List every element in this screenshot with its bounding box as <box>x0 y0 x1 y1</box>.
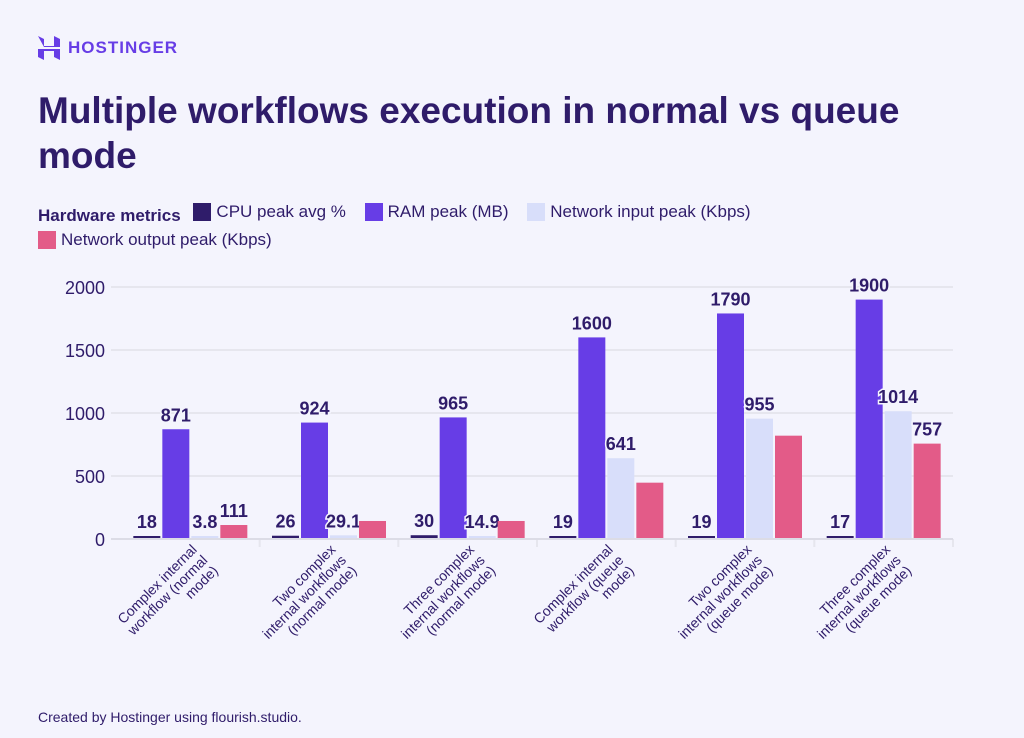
footer-credit: Created by Hostinger using flourish.stud… <box>38 709 302 725</box>
bar[interactable] <box>607 458 635 539</box>
legend-item-ram[interactable]: RAM peak (MB) <box>364 200 509 224</box>
data-label: 1014 <box>878 387 918 407</box>
x-tick-label: Three complexinternal workflows(normal m… <box>387 541 498 652</box>
bar[interactable] <box>220 525 248 539</box>
data-label: 17 <box>830 512 850 532</box>
data-label: 18 <box>137 512 157 532</box>
y-tick-label: 1000 <box>65 404 105 424</box>
bar[interactable] <box>884 411 912 539</box>
hostinger-logo: HOSTINGER <box>38 36 178 60</box>
data-label: 19 <box>553 512 573 532</box>
data-label: 111 <box>220 501 248 521</box>
data-label: 19 <box>691 512 711 532</box>
legend-swatch <box>38 231 56 249</box>
bar[interactable] <box>578 337 606 539</box>
legend-label: Network input peak (Kbps) <box>550 202 751 221</box>
legend-item-cpu[interactable]: CPU peak avg % <box>193 200 346 224</box>
y-tick-label: 2000 <box>65 278 105 298</box>
legend: Hardware metrics CPU peak avg % RAM peak… <box>38 200 938 256</box>
bar[interactable] <box>133 536 161 539</box>
bar[interactable] <box>410 535 438 539</box>
data-label: 757 <box>912 420 942 440</box>
bar[interactable] <box>272 535 299 539</box>
data-label: 29.1 <box>326 511 361 531</box>
bar[interactable] <box>549 536 577 539</box>
bar[interactable] <box>359 520 386 539</box>
data-label: 965 <box>438 393 468 413</box>
chart-title: Multiple workflows execution in normal v… <box>38 90 900 176</box>
bar[interactable] <box>439 417 467 539</box>
brand-name: HOSTINGER <box>68 38 179 57</box>
data-label: 1790 <box>710 289 750 309</box>
y-tick-label: 500 <box>75 467 105 487</box>
x-tick-label: Three complexinternal workflows(queue mo… <box>803 541 914 652</box>
x-tick-label: Two complexinternal workflows(queue mode… <box>665 541 776 652</box>
data-label: 14.9 <box>465 512 500 532</box>
bar[interactable] <box>330 535 357 539</box>
bar[interactable] <box>497 520 525 539</box>
legend-label: RAM peak (MB) <box>387 202 509 221</box>
legend-item-network-output[interactable]: Network output peak (Kbps) <box>38 228 272 252</box>
data-label: 924 <box>299 399 329 419</box>
bar[interactable] <box>162 429 190 539</box>
legend-item-network-input[interactable]: Network input peak (Kbps) <box>527 200 751 224</box>
y-tick-label: 0 <box>95 530 105 550</box>
data-label: 1600 <box>572 313 612 333</box>
data-label: 3.8 <box>192 512 217 532</box>
legend-swatch <box>193 203 212 221</box>
data-label: 955 <box>744 395 774 415</box>
bar[interactable] <box>191 536 219 539</box>
bar[interactable] <box>913 443 941 539</box>
bar[interactable] <box>746 418 773 539</box>
bar[interactable] <box>688 536 715 539</box>
bar[interactable] <box>301 422 328 539</box>
data-label: 30 <box>414 511 434 531</box>
bar[interactable] <box>636 482 664 539</box>
x-tick-label: Complex internalworkflow (queuemode) <box>530 541 637 648</box>
data-label: 1900 <box>849 276 889 296</box>
bar[interactable] <box>855 299 883 539</box>
y-tick-label: 1500 <box>65 341 105 361</box>
hostinger-logo-icon <box>38 36 60 60</box>
bar[interactable] <box>775 435 802 539</box>
bar[interactable] <box>468 536 496 539</box>
data-label: 641 <box>606 434 636 454</box>
x-tick-label: Two complexinternal workflows(normal mod… <box>249 541 360 652</box>
data-label: 871 <box>161 405 191 425</box>
data-label: 26 <box>275 512 295 532</box>
bar[interactable] <box>826 536 854 539</box>
legend-title: Hardware metrics <box>38 206 181 225</box>
legend-label: Network output peak (Kbps) <box>61 230 272 249</box>
legend-swatch <box>527 203 546 221</box>
legend-label: CPU peak avg % <box>216 202 346 221</box>
x-tick-label: Complex internalworkflow (normalmode) <box>113 541 221 649</box>
bar[interactable] <box>717 313 744 539</box>
legend-swatch <box>364 203 383 221</box>
